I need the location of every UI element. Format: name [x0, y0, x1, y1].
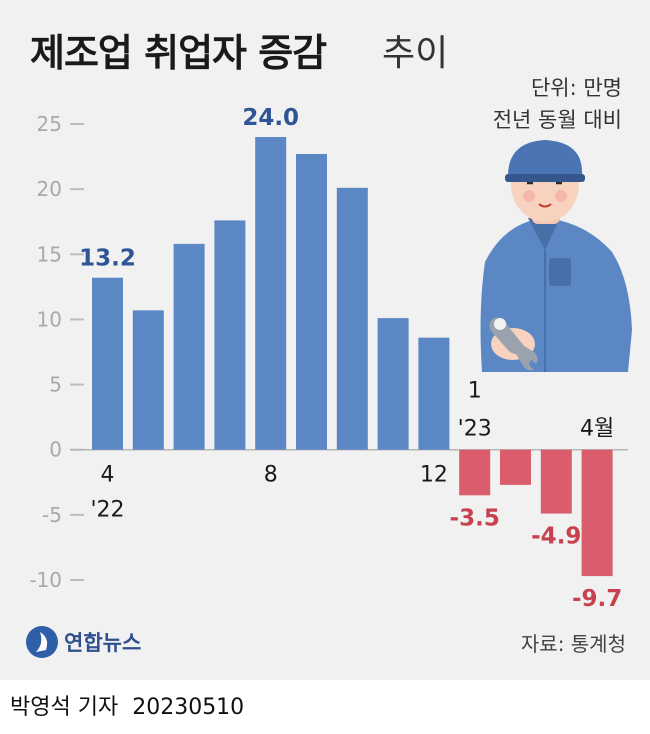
bar	[540, 449, 572, 514]
bar-chart: 25 20 15 10 5 0 -5 -10 13.2 24.0 -3.5 -4.9 -9.7 4 '2…	[29, 105, 632, 612]
unit-line-2: 전년 동월 대비	[492, 108, 622, 132]
bar	[581, 449, 613, 577]
bar	[336, 187, 368, 450]
y-tick-label: 5	[49, 373, 62, 397]
y-tick-label: -5	[42, 503, 62, 527]
x-tick-label: 4월	[580, 417, 614, 442]
x-tick-year-label: '22	[90, 498, 124, 523]
worker-illustration-icon	[480, 140, 632, 372]
bar	[418, 337, 450, 450]
author: 박영석 기자	[10, 695, 119, 720]
bar	[459, 449, 491, 496]
y-tick-label: 10	[37, 307, 62, 331]
y-tick-label: 0	[49, 438, 62, 462]
bar	[296, 153, 327, 450]
bar	[132, 310, 164, 450]
y-tick-label: 20	[37, 177, 62, 201]
data-label: 24.0	[242, 105, 299, 131]
y-tick-label: -10	[29, 568, 62, 592]
bar	[377, 318, 409, 450]
bar	[92, 277, 123, 450]
x-tick-label: 4	[101, 463, 115, 488]
y-tick-label: 25	[37, 112, 62, 136]
x-tick-year-label: '23	[458, 417, 492, 442]
source-note: 자료: 통계청	[520, 632, 626, 656]
bar	[173, 243, 205, 450]
data-label: -3.5	[450, 505, 500, 531]
chart-title: 제조업 취업자 증감	[30, 31, 327, 75]
chart-title-suffix: 추이	[382, 33, 449, 74]
bars	[92, 137, 613, 577]
logo-text: 연합뉴스	[64, 631, 141, 655]
unit-note: 단위: 만명 전년 동월 대비	[493, 72, 622, 136]
x-tick-label: 8	[264, 463, 278, 488]
x-tick-label: 1	[468, 379, 482, 404]
x-axis: 4 '22 8 12 1 '23 4월	[90, 379, 614, 523]
x-tick-label: 12	[420, 463, 448, 488]
byline: 박영석 기자 20230510	[10, 689, 244, 721]
y-tick-label: 15	[37, 242, 62, 266]
bar	[500, 449, 531, 485]
bar	[214, 220, 246, 450]
yonhap-logo: 연합뉴스	[26, 626, 141, 658]
data-label: 13.2	[79, 246, 136, 272]
data-label: -4.9	[531, 524, 581, 550]
bar	[255, 137, 287, 450]
unit-line-1: 단위: 만명	[530, 76, 622, 100]
data-label: -9.7	[572, 586, 622, 612]
footer	[0, 680, 650, 734]
date: 20230510	[132, 695, 245, 720]
data-labels: 13.2 24.0 -3.5 -4.9 -9.7	[79, 105, 622, 612]
